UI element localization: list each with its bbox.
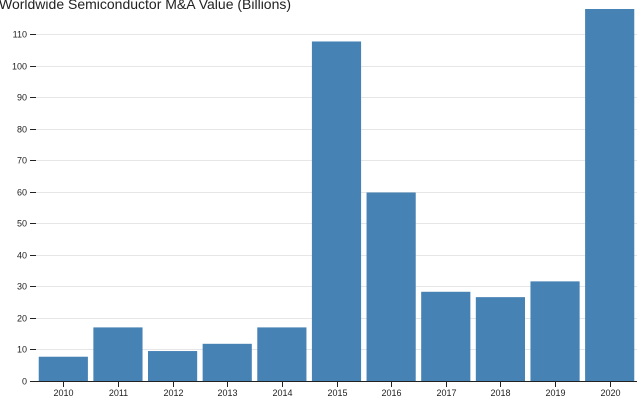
x-tick-label: 2016 — [381, 388, 401, 398]
chart-title: Worldwide Semiconductor M&A Value (Billi… — [0, 0, 291, 12]
y-tick-label: 100 — [12, 62, 27, 72]
y-tick-label: 20 — [17, 314, 27, 324]
y-tick-label: 40 — [17, 251, 27, 261]
x-tick-label: 2019 — [545, 388, 565, 398]
bars — [38, 9, 635, 381]
y-tick-label: 0 — [22, 377, 27, 387]
x-tick-label: 2013 — [217, 388, 237, 398]
y-tick-label: 10 — [17, 345, 27, 355]
bar-2019 — [530, 281, 580, 381]
y-tick-label: 50 — [17, 219, 27, 229]
x-tick-label: 2011 — [109, 388, 128, 398]
y-tick-label: 30 — [17, 282, 27, 292]
bar-2015 — [311, 41, 362, 381]
x-tick-label: 2020 — [600, 388, 620, 398]
bar-2017 — [421, 291, 471, 381]
bar-2013 — [202, 343, 252, 381]
bar-2020 — [585, 9, 635, 381]
bar-2016 — [366, 192, 416, 381]
x-tick-label: 2012 — [163, 388, 183, 398]
bar-2012 — [148, 351, 198, 381]
y-tick-label: 60 — [17, 188, 27, 198]
y-tick-label: 80 — [17, 125, 27, 135]
bar-2018 — [475, 297, 525, 381]
y-axis: 0 10 20 30 40 50 60 70 80 90 100 110 — [12, 30, 36, 387]
x-tick-label: 2010 — [53, 388, 73, 398]
y-tick-label: 90 — [17, 93, 27, 103]
bar-2011 — [93, 327, 143, 381]
y-tick-label: 110 — [13, 30, 27, 40]
x-tick-label: 2014 — [272, 388, 292, 398]
x-tick-label: 2018 — [490, 388, 510, 398]
x-axis: 2010 2011 2012 2013 2014 2015 2016 2017 2018 2019… — [36, 381, 637, 398]
y-tick-label: 70 — [17, 156, 27, 166]
bar-2014 — [257, 327, 307, 381]
x-tick-label: 2015 — [327, 388, 347, 398]
bar-2010 — [38, 356, 88, 381]
x-tick-label: 2017 — [436, 388, 456, 398]
